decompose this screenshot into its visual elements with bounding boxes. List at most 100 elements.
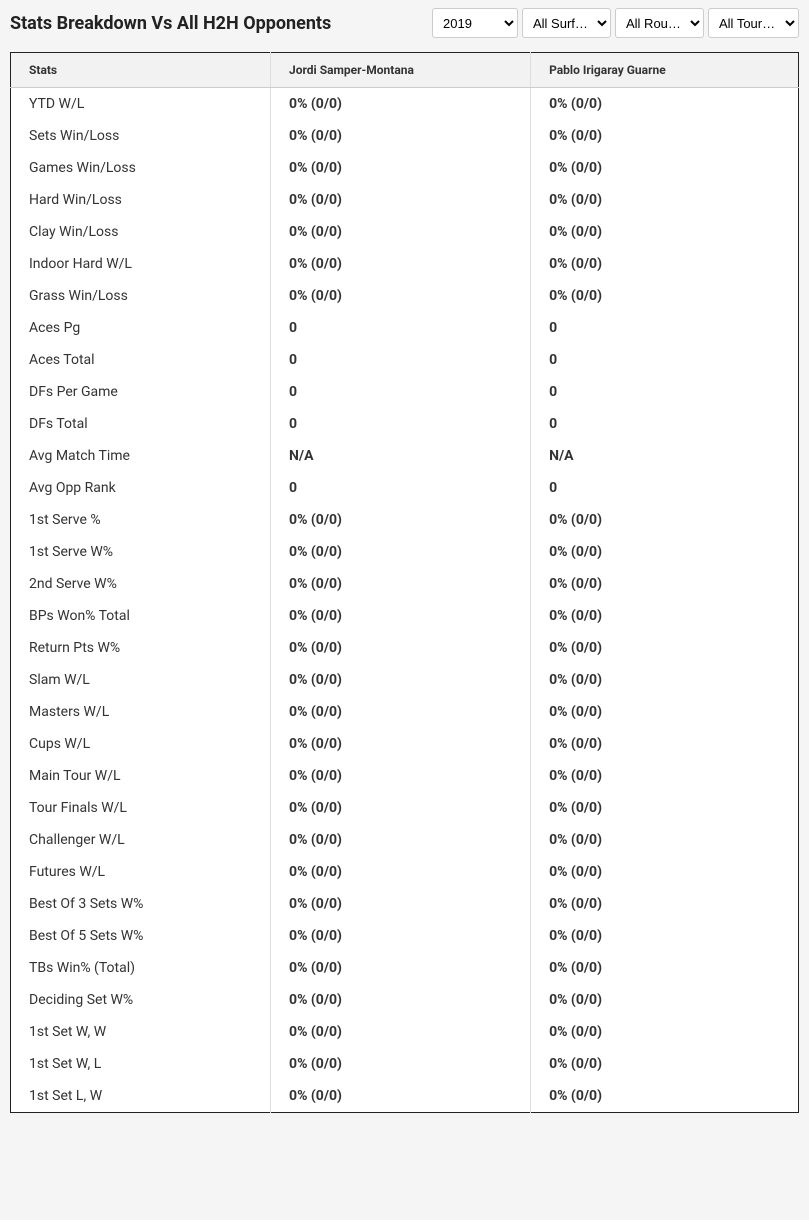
stat-value-cell: 0% (0/0) <box>271 1016 531 1048</box>
stat-value-cell: 0 <box>531 376 799 408</box>
stat-label-cell: 1st Set W, W <box>11 1016 271 1048</box>
stat-value-cell: 0% (0/0) <box>271 888 531 920</box>
stat-value-cell: 0% (0/0) <box>271 248 531 280</box>
table-row: 1st Set W, L0% (0/0)0% (0/0) <box>11 1048 799 1080</box>
stat-value-cell: 0% (0/0) <box>271 120 531 152</box>
stat-label-cell: Best Of 5 Sets W% <box>11 920 271 952</box>
stat-value-cell: 0% (0/0) <box>531 152 799 184</box>
stat-value-cell: 0% (0/0) <box>271 280 531 312</box>
stat-label-cell: Futures W/L <box>11 856 271 888</box>
stat-value-cell: 0% (0/0) <box>531 632 799 664</box>
stat-value-cell: 0% (0/0) <box>531 1016 799 1048</box>
stat-value-cell: 0 <box>271 408 531 440</box>
stat-value-cell: 0% (0/0) <box>531 664 799 696</box>
stat-value-cell: 0% (0/0) <box>271 1048 531 1080</box>
table-row: YTD W/L0% (0/0)0% (0/0) <box>11 88 799 121</box>
table-row: Tour Finals W/L0% (0/0)0% (0/0) <box>11 792 799 824</box>
stat-label-cell: Cups W/L <box>11 728 271 760</box>
column-header-player1: Jordi Samper-Montana <box>271 53 531 88</box>
stat-value-cell: 0% (0/0) <box>271 696 531 728</box>
table-row: Aces Pg00 <box>11 312 799 344</box>
table-row: Challenger W/L0% (0/0)0% (0/0) <box>11 824 799 856</box>
stat-value-cell: 0 <box>531 344 799 376</box>
year-select[interactable]: 2019 <box>432 8 518 38</box>
stat-label-cell: YTD W/L <box>11 88 271 121</box>
stat-value-cell: 0 <box>271 312 531 344</box>
stat-label-cell: Hard Win/Loss <box>11 184 271 216</box>
stat-label-cell: Clay Win/Loss <box>11 216 271 248</box>
stat-value-cell: 0% (0/0) <box>531 824 799 856</box>
stat-label-cell: Aces Pg <box>11 312 271 344</box>
table-row: Games Win/Loss0% (0/0)0% (0/0) <box>11 152 799 184</box>
stat-value-cell: 0% (0/0) <box>531 504 799 536</box>
stat-label-cell: Indoor Hard W/L <box>11 248 271 280</box>
table-wrapper: Stats Jordi Samper-Montana Pablo Irigara… <box>0 46 809 1123</box>
stat-label-cell: Slam W/L <box>11 664 271 696</box>
stat-value-cell: 0% (0/0) <box>531 888 799 920</box>
surface-select[interactable]: All Surf… <box>522 8 611 38</box>
stat-label-cell: 1st Serve % <box>11 504 271 536</box>
table-row: Grass Win/Loss0% (0/0)0% (0/0) <box>11 280 799 312</box>
stat-value-cell: 0% (0/0) <box>271 664 531 696</box>
stat-value-cell: 0% (0/0) <box>271 600 531 632</box>
stat-value-cell: 0% (0/0) <box>271 216 531 248</box>
stat-label-cell: Challenger W/L <box>11 824 271 856</box>
stat-value-cell: 0% (0/0) <box>271 184 531 216</box>
stat-value-cell: N/A <box>531 440 799 472</box>
stat-label-cell: BPs Won% Total <box>11 600 271 632</box>
stat-label-cell: 2nd Serve W% <box>11 568 271 600</box>
stat-label-cell: 1st Set L, W <box>11 1080 271 1113</box>
stat-value-cell: 0% (0/0) <box>531 280 799 312</box>
table-row: 1st Serve W%0% (0/0)0% (0/0) <box>11 536 799 568</box>
stat-value-cell: 0% (0/0) <box>531 1048 799 1080</box>
stat-value-cell: 0% (0/0) <box>271 88 531 121</box>
table-row: Best Of 3 Sets W%0% (0/0)0% (0/0) <box>11 888 799 920</box>
stats-container: Stats Breakdown Vs All H2H Opponents 201… <box>0 0 809 1123</box>
stat-value-cell: 0% (0/0) <box>271 792 531 824</box>
column-header-player2: Pablo Irigaray Guarne <box>531 53 799 88</box>
stat-value-cell: 0% (0/0) <box>271 984 531 1016</box>
stat-value-cell: 0% (0/0) <box>531 88 799 121</box>
table-row: Aces Total00 <box>11 344 799 376</box>
table-row: Slam W/L0% (0/0)0% (0/0) <box>11 664 799 696</box>
stat-label-cell: Aces Total <box>11 344 271 376</box>
header: Stats Breakdown Vs All H2H Opponents 201… <box>0 0 809 46</box>
stat-label-cell: Avg Match Time <box>11 440 271 472</box>
table-row: Futures W/L0% (0/0)0% (0/0) <box>11 856 799 888</box>
stat-label-cell: Deciding Set W% <box>11 984 271 1016</box>
stat-value-cell: 0% (0/0) <box>531 600 799 632</box>
stat-value-cell: 0% (0/0) <box>531 920 799 952</box>
table-row: Avg Match TimeN/AN/A <box>11 440 799 472</box>
stat-label-cell: Tour Finals W/L <box>11 792 271 824</box>
table-row: Cups W/L0% (0/0)0% (0/0) <box>11 728 799 760</box>
stat-value-cell: 0% (0/0) <box>271 1080 531 1113</box>
stat-label-cell: DFs Per Game <box>11 376 271 408</box>
stat-value-cell: 0% (0/0) <box>531 568 799 600</box>
table-row: BPs Won% Total0% (0/0)0% (0/0) <box>11 600 799 632</box>
table-row: Main Tour W/L0% (0/0)0% (0/0) <box>11 760 799 792</box>
table-row: Best Of 5 Sets W%0% (0/0)0% (0/0) <box>11 920 799 952</box>
stat-value-cell: 0% (0/0) <box>271 856 531 888</box>
stat-value-cell: 0 <box>271 344 531 376</box>
stat-value-cell: 0 <box>531 472 799 504</box>
table-row: Masters W/L0% (0/0)0% (0/0) <box>11 696 799 728</box>
stat-value-cell: 0% (0/0) <box>531 216 799 248</box>
stat-value-cell: 0% (0/0) <box>531 248 799 280</box>
table-row: 1st Serve %0% (0/0)0% (0/0) <box>11 504 799 536</box>
table-row: Return Pts W%0% (0/0)0% (0/0) <box>11 632 799 664</box>
stat-label-cell: Main Tour W/L <box>11 760 271 792</box>
round-select[interactable]: All Rou… <box>615 8 704 38</box>
stat-value-cell: 0 <box>271 472 531 504</box>
stat-label-cell: 1st Set W, L <box>11 1048 271 1080</box>
stat-value-cell: 0% (0/0) <box>531 760 799 792</box>
tournament-select[interactable]: All Tour… <box>708 8 799 38</box>
filter-bar: 2019 All Surf… All Rou… All Tour… <box>432 8 799 38</box>
stat-label-cell: Games Win/Loss <box>11 152 271 184</box>
stat-value-cell: 0% (0/0) <box>271 824 531 856</box>
table-row: Clay Win/Loss0% (0/0)0% (0/0) <box>11 216 799 248</box>
stat-value-cell: 0% (0/0) <box>531 120 799 152</box>
stat-label-cell: 1st Serve W% <box>11 536 271 568</box>
stat-label-cell: Avg Opp Rank <box>11 472 271 504</box>
table-body: YTD W/L0% (0/0)0% (0/0)Sets Win/Loss0% (… <box>11 88 799 1113</box>
stat-value-cell: 0% (0/0) <box>531 536 799 568</box>
